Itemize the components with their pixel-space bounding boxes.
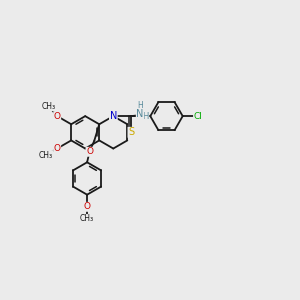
Text: H: H	[142, 112, 149, 121]
Text: Cl: Cl	[194, 112, 202, 121]
Text: O: O	[54, 112, 61, 121]
Text: CH₃: CH₃	[39, 151, 53, 160]
Text: N: N	[110, 111, 117, 121]
Text: O: O	[86, 147, 93, 156]
Text: S: S	[128, 127, 134, 137]
Text: O: O	[54, 144, 61, 153]
Text: N: N	[110, 111, 117, 121]
Text: CH₃: CH₃	[80, 214, 94, 224]
Text: N: N	[136, 109, 144, 119]
Text: H: H	[137, 101, 143, 110]
Text: O: O	[84, 202, 91, 211]
Text: CH₃: CH₃	[42, 102, 56, 111]
